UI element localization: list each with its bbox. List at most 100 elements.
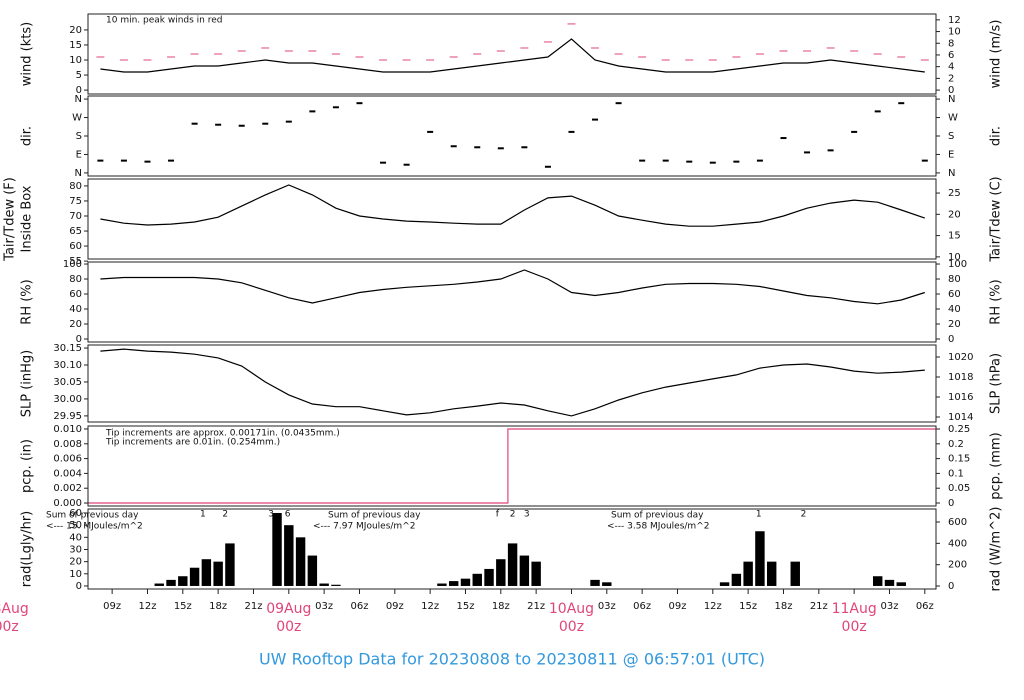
y-tick-label: 65 [69,226,82,237]
x-tick-label: 12z [421,601,439,612]
y-tick-label: E [76,149,82,160]
y2-tick-label: 60 [948,289,961,300]
dir-mark [450,145,457,148]
x-tick-label: 18z [492,601,510,612]
y-tick-label: 20 [69,557,82,568]
bar [484,568,494,586]
y-axis-label: pcp. (in) [20,439,35,493]
y2-axis-label: pcp. (mm) [989,432,1004,499]
dir-mark [497,147,504,150]
bar [460,578,471,586]
dir-mark [827,149,834,152]
note: Tip increments are 0.01in. (0.254mm.) [105,438,280,448]
y-tick-label: 100 [63,259,82,270]
date-label: 09Aug [266,601,311,617]
marker-label: 2 [222,510,228,520]
dir-mark [380,161,387,164]
y2-tick-label: 10 [948,252,961,263]
y2-axis-label: Tair/Tdew (C) [989,176,1004,262]
y2-tick-label: 25 [948,188,961,199]
annotation: 10 min. peak winds in red [106,16,223,26]
x-tick-label: 00z [842,619,867,635]
y-tick-label: 20 [69,319,82,330]
bar [319,583,329,586]
bar [519,555,530,586]
dir-mark [921,159,928,162]
y-tick-label: 5 [76,70,82,81]
y2-tick-label: 80 [948,274,961,285]
data-line [100,38,925,73]
bar [154,583,164,586]
panel [100,348,925,417]
x-tick-label: 15z [739,601,757,612]
dir-mark [521,146,528,149]
marker-label: 1 [756,510,762,520]
bar [201,559,212,586]
y-tick-label: 30.00 [53,394,82,405]
y-tick-label: 0 [76,85,82,96]
y-tick-label: 0.000 [53,498,82,509]
y2-tick-label: 0.05 [948,483,970,494]
x-tick-label: 06z [350,601,368,612]
y-axis-label: SLP (inHg) [20,350,35,418]
bar [213,561,223,586]
x-tick-label: 15z [456,601,474,612]
y-tick-label: 50 [69,520,82,531]
x-tick-label: 03z [880,601,898,612]
x-tick-label: 18z [774,601,792,612]
y-tick-label: W [72,113,82,124]
date-label: 10Aug [549,601,594,617]
y-tick-label: 30 [69,544,82,555]
y-tick-label: 55 [69,256,82,267]
y2-tick-label: 0.25 [948,424,970,435]
panel-frame [87,425,937,507]
panel-frame [87,178,937,260]
y2-tick-label: 0 [948,85,954,96]
dir-mark [168,159,175,162]
y2-axis-label: wind (m/s) [989,20,1004,89]
marker-label: 3 [268,510,274,520]
dir-mark [120,159,127,162]
x-tick-label: 09z [386,601,404,612]
y2-tick-label: 0 [948,581,954,592]
panel [88,428,936,504]
y2-tick-label: 12 [948,15,961,26]
note: <--- 3.58 MJoules/m^2 [607,522,709,532]
y2-axis-label: rad (W/m^2) [989,507,1004,592]
panel-frame [87,261,937,343]
note: Sum of previous day [611,511,704,521]
note: <--- 7.97 MJoules/m^2 [313,522,415,532]
y2-tick-label: 0 [948,498,954,509]
y-tick-label: 0 [76,334,82,345]
y2-tick-label: 400 [948,538,967,549]
dir-mark [592,118,599,121]
y-tick-label: 60 [69,508,82,519]
panel [100,184,925,227]
x-tick-label: 21z [527,601,545,612]
bar [884,579,895,586]
y2-tick-label: 10 [948,27,961,38]
y2-tick-label: 1014 [948,412,973,423]
dir-mark [238,124,245,127]
y2-tick-label: 4 [948,62,954,73]
date-label: 08Aug [0,601,29,617]
dir-mark [332,106,339,109]
y-tick-label: 30.10 [53,360,82,371]
note: <--- 15. MJoules/m^2 [46,522,143,532]
y-tick-label: 0.008 [53,439,82,450]
dir-mark [851,130,858,133]
dir-mark [97,159,104,162]
dir-mark [544,165,551,168]
dir-mark [804,151,811,154]
y-tick-label: 20 [69,25,82,36]
panel [97,102,928,168]
x-tick-label: 15z [174,601,192,612]
dir-mark [898,102,905,105]
y-tick-label: 40 [69,532,82,543]
y-tick-label: 70 [69,211,82,222]
dir-mark [686,160,693,163]
y-tick-label: 0.002 [53,483,82,494]
data-line [100,348,925,417]
marker-label: 2 [801,510,807,520]
y-axis-label: RH (%) [20,279,35,324]
